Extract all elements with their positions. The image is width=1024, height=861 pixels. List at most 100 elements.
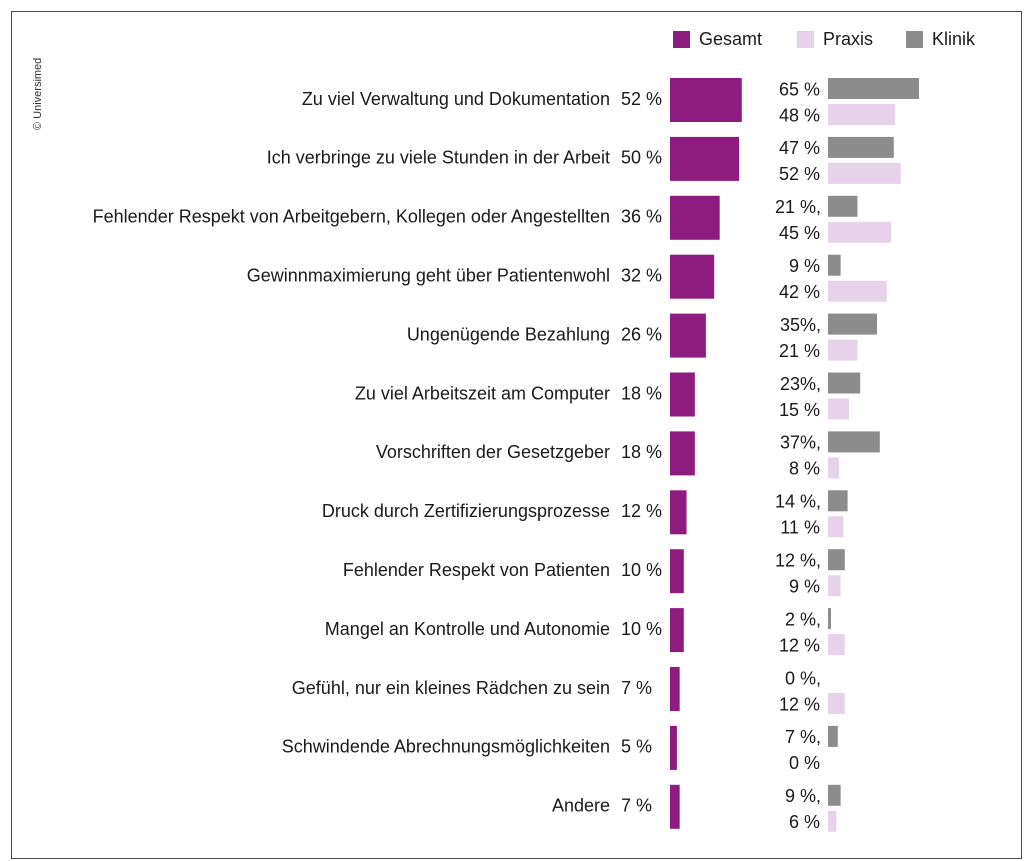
praxis-bar xyxy=(828,575,841,597)
legend-swatch-praxis xyxy=(797,31,814,48)
praxis-value-label: 11 % xyxy=(780,518,820,538)
legend-label-praxis: Praxis xyxy=(823,29,874,49)
legend-item-praxis: Praxis xyxy=(797,29,873,50)
klinik-bar xyxy=(828,254,841,276)
category-label: Mangel an Kontrolle und Autonomie xyxy=(325,619,610,639)
legend-swatch-klinik xyxy=(906,31,923,48)
gesamt-value-label: 26 % xyxy=(621,324,662,344)
praxis-bar xyxy=(828,516,844,538)
praxis-value-label: 12 % xyxy=(779,694,820,714)
legend-label-klinik: Klinik xyxy=(932,29,976,49)
klinik-value-label: 47 % xyxy=(779,138,820,158)
gesamt-bar xyxy=(670,136,739,181)
klinik-bar xyxy=(828,608,831,630)
praxis-value-label: 9 % xyxy=(789,576,820,596)
category-label: Zu viel Arbeitszeit am Computer xyxy=(355,383,610,403)
klinik-value-label: 14 %, xyxy=(775,492,821,512)
praxis-bar xyxy=(828,104,896,125)
gesamt-bar xyxy=(670,490,687,535)
category-label: Gewinnmaximierung geht über Patientenwoh… xyxy=(247,265,610,285)
gesamt-value-label: 10 % xyxy=(621,619,662,639)
gesamt-bar xyxy=(670,254,715,299)
klinik-value-label: 21 %, xyxy=(775,197,821,217)
praxis-value-label: 6 % xyxy=(789,812,820,832)
praxis-value-label: 42 % xyxy=(779,282,820,302)
klinik-bar xyxy=(828,431,880,453)
klinik-bar xyxy=(828,549,845,571)
praxis-value-label: 21 % xyxy=(779,341,820,361)
praxis-bar xyxy=(828,398,849,420)
category-label: Schwindende Abrechnungsmöglichkeiten xyxy=(282,737,610,757)
gesamt-value-label: 18 % xyxy=(621,383,662,403)
praxis-value-label: 45 % xyxy=(779,223,820,243)
gesamt-value-label: 52 % xyxy=(621,89,662,109)
praxis-bar xyxy=(828,162,901,184)
gesamt-bar xyxy=(670,667,680,711)
gesamt-bar xyxy=(670,549,684,594)
klinik-bar xyxy=(828,490,848,512)
klinik-bar xyxy=(828,784,841,806)
gesamt-value-label: 7 % xyxy=(621,678,652,698)
klinik-value-label: 35%, xyxy=(780,315,821,335)
gesamt-value-label: 18 % xyxy=(621,442,662,462)
category-label: Ich verbringe zu viele Stunden in der Ar… xyxy=(267,148,610,168)
gesamt-bar xyxy=(670,313,706,358)
gesamt-bar xyxy=(670,431,695,476)
gesamt-bar xyxy=(670,725,677,770)
gesamt-value-label: 10 % xyxy=(621,560,662,580)
klinik-bar xyxy=(828,372,861,394)
category-label: Fehlender Respekt von Patienten xyxy=(343,560,610,580)
category-label: Druck durch Zertifizierungsprozesse xyxy=(322,501,610,521)
klinik-value-label: 37%, xyxy=(780,433,821,453)
gesamt-value-label: 12 % xyxy=(621,501,662,521)
chart-frame xyxy=(11,11,1022,859)
gesamt-value-label: 5 % xyxy=(621,737,652,757)
klinik-value-label: 65 % xyxy=(779,79,820,99)
klinik-bar xyxy=(828,313,877,335)
category-label: Vorschriften der Gesetzgeber xyxy=(376,442,610,462)
klinik-bar xyxy=(828,195,858,217)
klinik-value-label: 0 %, xyxy=(785,668,821,688)
category-label: Andere xyxy=(552,796,610,816)
praxis-value-label: 15 % xyxy=(779,400,820,420)
klinik-value-label: 2 %, xyxy=(785,609,821,629)
category-label: Gefühl, nur ein kleines Rädchen zu sein xyxy=(292,678,610,698)
klinik-bar xyxy=(828,725,838,747)
legend-item-gesamt: Gesamt xyxy=(673,29,762,50)
klinik-value-label: 9 %, xyxy=(785,786,821,806)
gesamt-bar xyxy=(670,608,684,653)
praxis-value-label: 48 % xyxy=(779,105,820,125)
praxis-bar xyxy=(828,339,858,361)
klinik-value-label: 9 % xyxy=(789,256,820,276)
praxis-bar xyxy=(828,810,837,832)
klinik-value-label: 12 %, xyxy=(775,550,821,570)
gesamt-value-label: 36 % xyxy=(621,207,662,227)
gesamt-bar xyxy=(670,195,720,240)
gesamt-bar xyxy=(670,372,695,417)
category-label: Ungenügende Bezahlung xyxy=(407,324,610,344)
praxis-bar xyxy=(828,693,845,714)
praxis-value-label: 0 % xyxy=(789,753,820,773)
gesamt-value-label: 7 % xyxy=(621,796,652,816)
klinik-bar xyxy=(828,78,919,99)
legend-label-gesamt: Gesamt xyxy=(699,29,763,49)
klinik-value-label: 7 %, xyxy=(785,727,821,747)
praxis-bar xyxy=(828,634,845,656)
praxis-value-label: 8 % xyxy=(789,459,820,479)
praxis-bar xyxy=(828,280,887,302)
legend-swatch-gesamt xyxy=(673,31,690,48)
praxis-value-label: 12 % xyxy=(779,635,820,655)
klinik-bar xyxy=(828,136,894,158)
praxis-value-label: 52 % xyxy=(779,164,820,184)
praxis-bar xyxy=(828,457,840,479)
category-label: Fehlender Respekt von Arbeitgebern, Koll… xyxy=(93,207,610,227)
praxis-bar xyxy=(828,221,891,243)
legend-item-klinik: Klinik xyxy=(906,29,975,50)
gesamt-bar xyxy=(670,784,680,829)
klinik-value-label: 23%, xyxy=(780,374,821,394)
gesamt-value-label: 50 % xyxy=(621,148,662,168)
category-label: Zu viel Verwaltung und Dokumentation xyxy=(302,89,610,109)
gesamt-value-label: 32 % xyxy=(621,265,662,285)
gesamt-bar xyxy=(670,78,742,122)
